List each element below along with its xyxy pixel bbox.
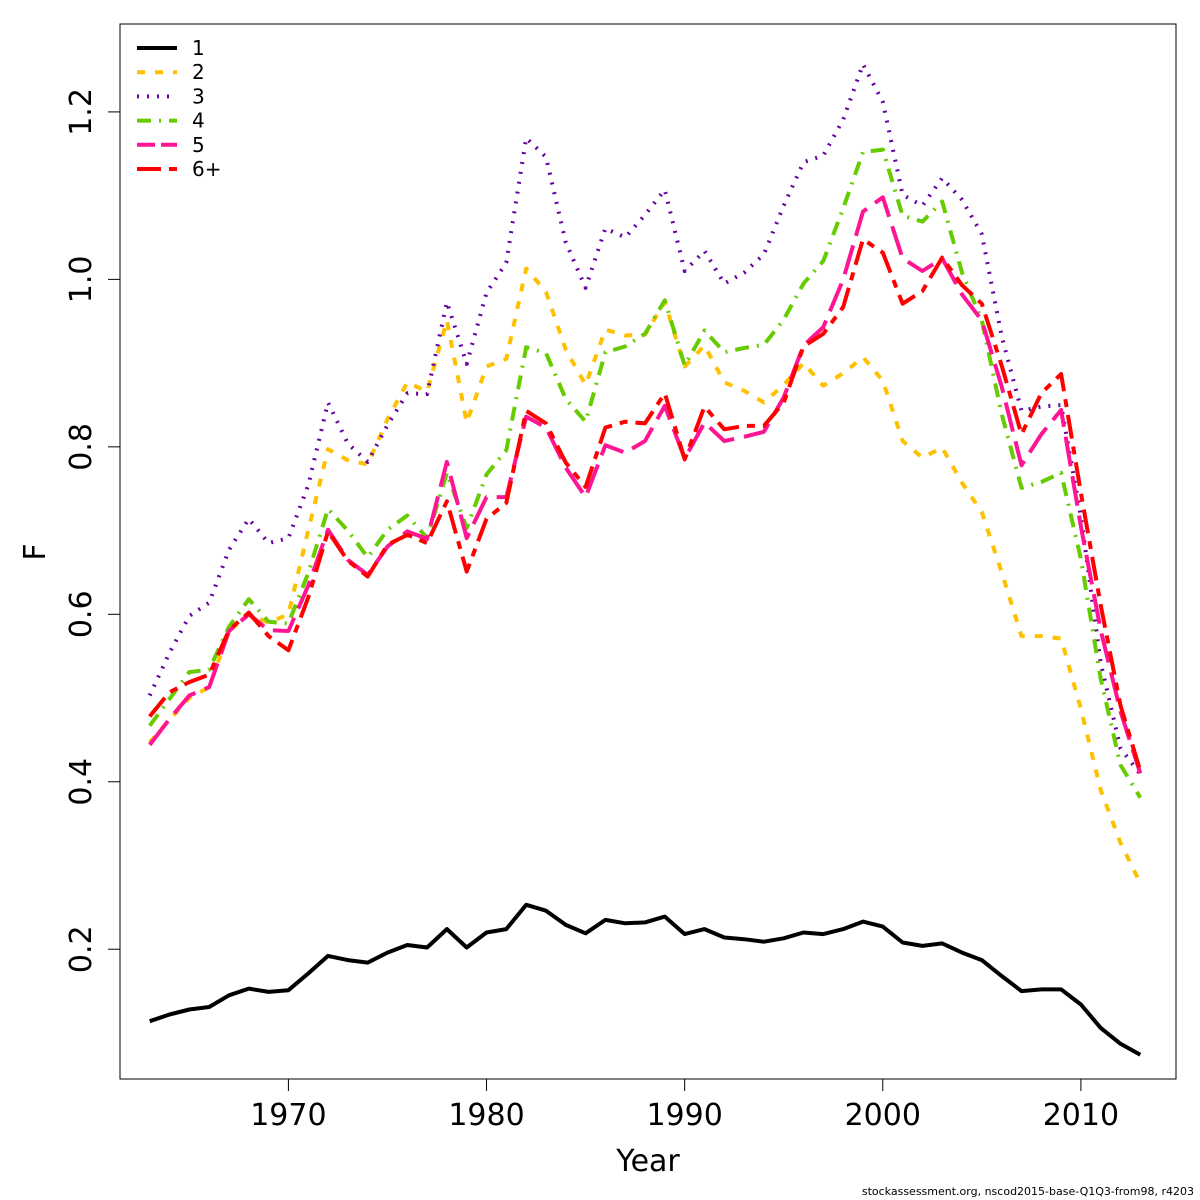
y-tick-label: 1.2 bbox=[64, 88, 99, 136]
x-axis: 1970 1980 1990 2000 2010 bbox=[250, 1078, 1119, 1133]
series-line-age-5 bbox=[148, 195, 1143, 775]
legend-label: 4 bbox=[192, 109, 205, 133]
x-tick-label: 2000 bbox=[845, 1098, 921, 1133]
legend-label: 5 bbox=[192, 133, 205, 157]
y-axis: 0.2 0.4 0.6 0.8 1.0 1.2 bbox=[64, 88, 121, 973]
legend-label: 3 bbox=[192, 84, 205, 108]
y-axis-title: F bbox=[18, 543, 53, 560]
legend-label: 1 bbox=[192, 36, 205, 60]
series-line-age-3 bbox=[147, 62, 1142, 776]
series-line-age-1 bbox=[149, 902, 1142, 1057]
y-tick-label: 0.8 bbox=[64, 423, 99, 471]
x-axis-title: Year bbox=[615, 1144, 680, 1179]
x-tick-label: 2010 bbox=[1043, 1098, 1119, 1133]
y-tick-label: 0.6 bbox=[64, 590, 99, 638]
y-tick-label: 0.2 bbox=[64, 925, 99, 973]
series-layer bbox=[147, 62, 1143, 1057]
series-line-age-4 bbox=[148, 147, 1143, 799]
legend-label: 2 bbox=[192, 60, 205, 84]
y-tick-label: 0.4 bbox=[64, 758, 99, 806]
x-tick-label: 1970 bbox=[250, 1098, 326, 1133]
footer-source-text: stockassessment.org, nscod2015-base-Q1Q3… bbox=[861, 1185, 1194, 1198]
x-tick-label: 1990 bbox=[646, 1098, 722, 1133]
x-tick-label: 1980 bbox=[448, 1098, 524, 1133]
legend-label: 6+ bbox=[192, 157, 221, 181]
series-line-age-6plus bbox=[148, 237, 1143, 772]
y-tick-label: 1.0 bbox=[64, 256, 99, 304]
